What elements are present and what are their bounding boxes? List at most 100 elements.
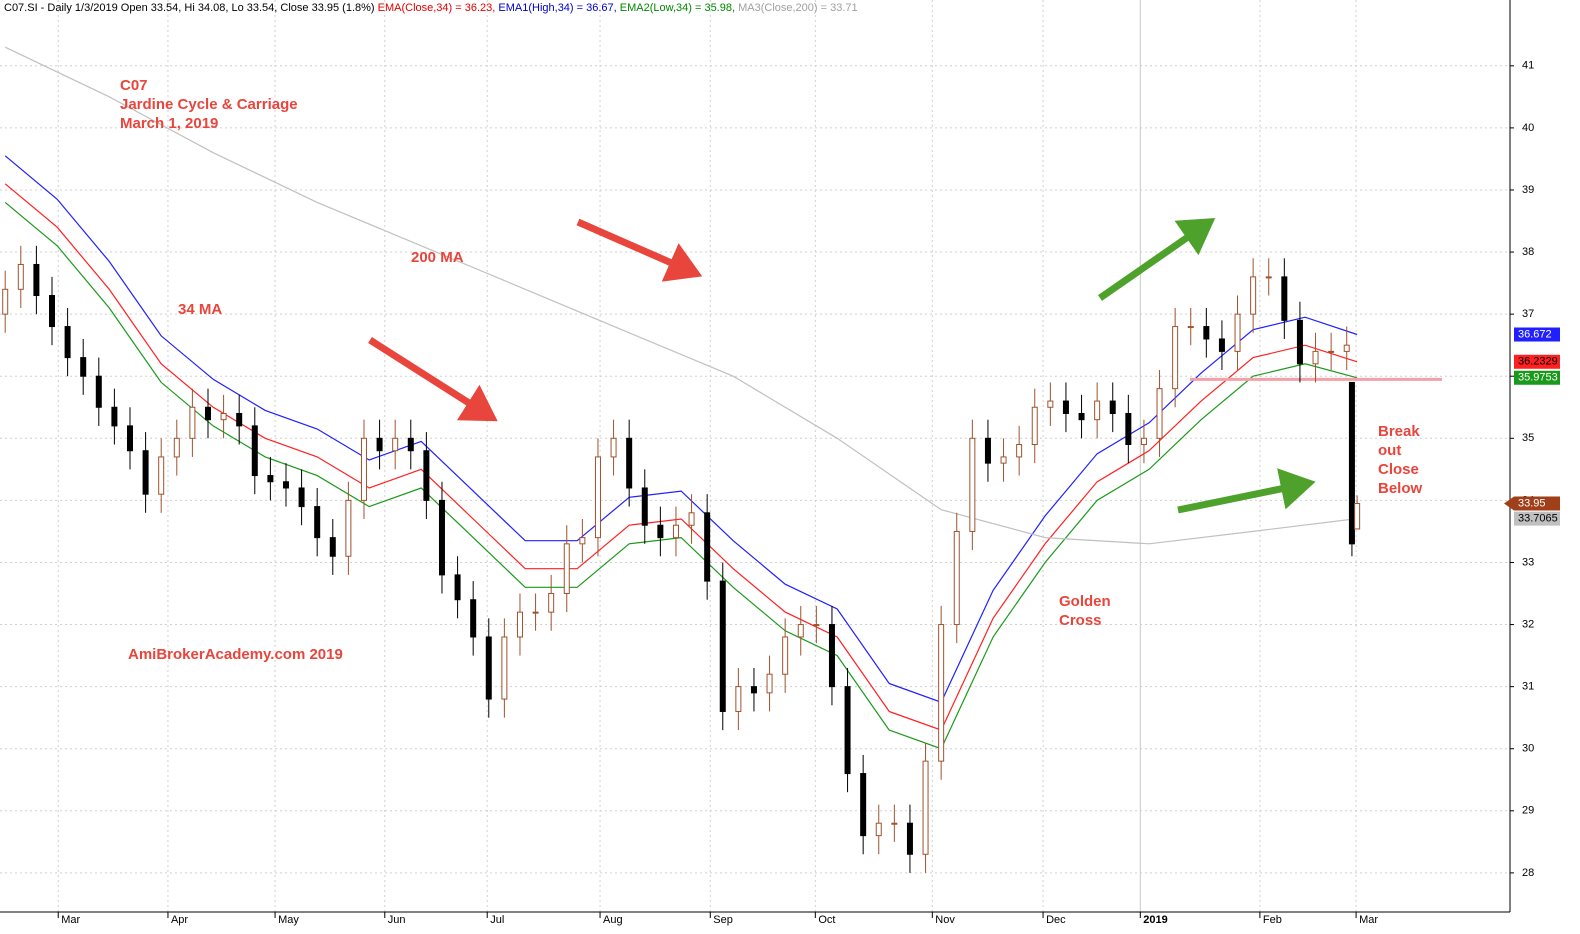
y-tick-label: 37	[1522, 308, 1534, 320]
candle-body	[1031, 406, 1038, 446]
candle-body	[1187, 326, 1194, 329]
header-part: EMA2(Low,34) = 35.98,	[620, 2, 738, 14]
candle-body	[267, 475, 274, 483]
candle-body	[438, 499, 445, 576]
annotation: Break	[1378, 423, 1420, 440]
marks	[2, 46, 1442, 873]
candle-body	[329, 537, 336, 557]
line-series	[4, 155, 1358, 703]
candle-body	[891, 822, 898, 825]
x-tick-label: May	[278, 914, 299, 926]
header-part: EMA1(High,34) = 36.67,	[498, 2, 619, 14]
y-tick-label: 39	[1522, 184, 1534, 196]
x-tick-label: Sep	[713, 914, 733, 926]
candle-body	[1156, 388, 1163, 439]
candle-body	[1000, 456, 1007, 464]
candle-body	[1172, 326, 1179, 390]
candle-body	[1265, 276, 1272, 279]
candle-body	[797, 624, 804, 638]
candle-body	[813, 624, 820, 627]
candle-body	[1296, 319, 1303, 365]
candle-body	[204, 406, 211, 421]
candle-body	[111, 406, 118, 427]
candle-body	[563, 543, 570, 595]
candle-body	[906, 822, 913, 855]
candle-body	[969, 437, 976, 532]
candle-body	[672, 524, 679, 539]
candle-body	[142, 450, 149, 495]
annotation: March 1, 2019	[120, 115, 218, 132]
x-tick-label: 2019	[1143, 914, 1167, 926]
candle-body	[548, 593, 555, 613]
x-tick-label: Jun	[388, 914, 406, 926]
annotation: Below	[1378, 480, 1423, 497]
header: C07.SI - Daily 1/3/2019 Open 33.54, Hi 3…	[4, 2, 858, 14]
candle-body	[95, 375, 102, 408]
arrow	[368, 337, 498, 422]
candle-body	[704, 512, 711, 582]
candle-body	[392, 437, 399, 452]
value-label-box	[1514, 370, 1560, 385]
candle-body	[610, 437, 617, 458]
candle-body	[1234, 313, 1241, 352]
annotation: out	[1378, 442, 1401, 459]
value-label-box	[1514, 327, 1560, 342]
header-part: C07.SI - Daily 1/3/2019 Open 33.54, Hi 3…	[4, 2, 378, 14]
arrow	[1177, 468, 1316, 514]
y-tick-label: 32	[1522, 618, 1534, 630]
x-tick-label: Dec	[1046, 914, 1066, 926]
candle-body	[1078, 412, 1085, 421]
candle-body	[345, 499, 352, 557]
grid	[0, 0, 1510, 912]
candle-body	[1354, 502, 1361, 530]
header-part: EMA(Close,34) = 36.23,	[378, 2, 499, 14]
y-tick-label: 38	[1522, 246, 1534, 258]
candle-body	[844, 686, 851, 775]
candle-body	[220, 412, 227, 421]
annotation: C07	[120, 77, 148, 94]
value-label: 33.95	[1518, 497, 1546, 509]
candle-body	[485, 636, 492, 700]
candle-body	[875, 822, 882, 837]
candle-body	[80, 357, 87, 377]
line-series	[4, 46, 1358, 545]
candle-body	[407, 437, 414, 452]
candle-body	[501, 636, 508, 700]
value-label: 36.2329	[1518, 356, 1558, 368]
annotation: Cross	[1059, 612, 1102, 629]
value-label-box	[1514, 511, 1560, 526]
arrow	[1098, 218, 1216, 301]
arrow	[576, 218, 703, 282]
candle-body	[33, 263, 40, 297]
x-tick-label: Aug	[603, 914, 623, 926]
candle-body	[1140, 437, 1147, 446]
candle-body	[126, 425, 133, 452]
candle-body	[516, 611, 523, 638]
candle-body	[64, 326, 71, 359]
value-label-pointer	[1504, 496, 1514, 511]
candle-body	[1281, 276, 1288, 321]
candle-body	[719, 580, 726, 712]
y-tick-label: 29	[1522, 805, 1534, 817]
annotation: 34 MA	[178, 301, 222, 318]
candle-body	[1109, 400, 1116, 414]
value-label: 36.672	[1518, 328, 1552, 340]
line-series	[4, 183, 1358, 731]
candle-body	[594, 456, 601, 539]
candle-body	[1343, 344, 1350, 352]
candle-body	[470, 599, 477, 638]
candle-body	[48, 295, 55, 328]
value-label-box	[1514, 354, 1560, 369]
candle-body	[782, 636, 789, 675]
candle-body	[251, 425, 258, 477]
candle-body	[158, 456, 165, 495]
x-tick-label: Jul	[490, 914, 504, 926]
x-tick-label: Apr	[171, 914, 188, 926]
annotation: Golden	[1059, 593, 1111, 610]
candle-body	[1312, 350, 1319, 365]
candle-body	[314, 506, 321, 539]
annotation: Close	[1378, 461, 1419, 478]
candle-body	[938, 624, 945, 762]
candle-body	[1047, 400, 1054, 408]
candle-body	[828, 624, 835, 688]
